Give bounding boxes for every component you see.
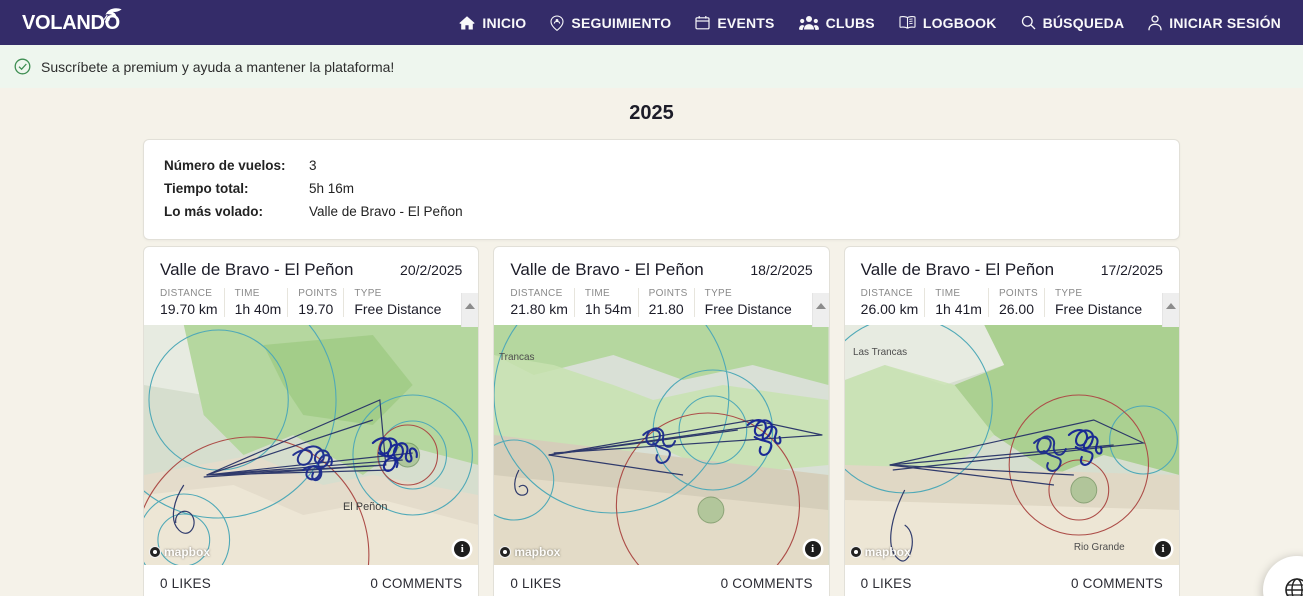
svg-text:Rio Grande: Rio Grande [1074, 542, 1125, 553]
svg-text:El Peñon: El Peñon [343, 501, 387, 513]
svg-text:Las Trancas: Las Trancas [853, 347, 907, 358]
svg-text:Trancas: Trancas [499, 352, 535, 363]
svg-text:VOLANDO: VOLANDO [22, 12, 120, 34]
